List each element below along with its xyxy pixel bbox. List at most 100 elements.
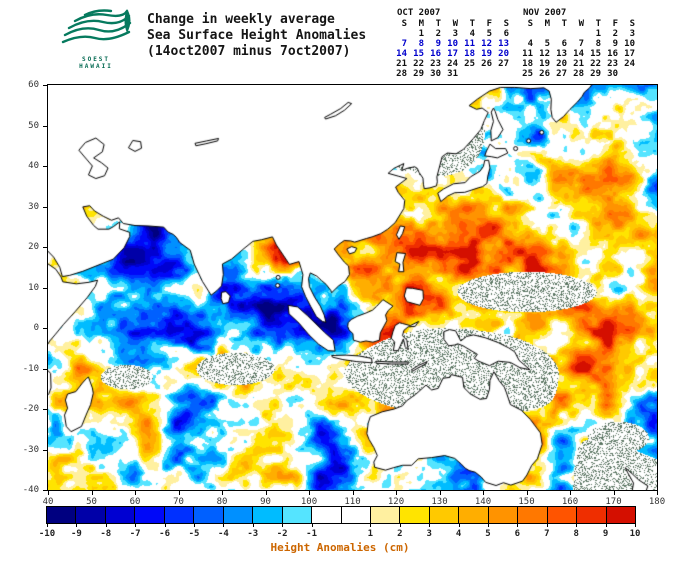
- calendar-week-row: 21 22 23 24 25 26 27: [393, 59, 512, 69]
- colorbar-tick: [605, 524, 607, 527]
- weekday-label: F: [612, 19, 618, 29]
- colorbar-segment: [193, 507, 223, 523]
- calendar-day: 8: [595, 39, 601, 49]
- y-tick-label: -30: [22, 444, 39, 455]
- calendar-day[interactable]: 11: [464, 39, 475, 49]
- weekday-label: W: [578, 19, 584, 29]
- calendar-day: 26: [539, 69, 550, 79]
- x-tick: [178, 491, 180, 495]
- x-tick-label: 150: [518, 497, 535, 507]
- calendar-day: 3: [629, 29, 635, 39]
- calendar-week-row: 14 15 16 17 18 19 20: [393, 49, 512, 59]
- calendar-day: 24: [624, 59, 635, 69]
- calendar-day[interactable]: 7: [401, 39, 407, 49]
- weekday-label: T: [561, 19, 567, 29]
- calendar-day: 12: [539, 49, 550, 59]
- calendar-day[interactable]: 8: [418, 39, 424, 49]
- colorbar-tick-label: 2: [397, 529, 403, 539]
- calendar-day[interactable]: 17: [447, 49, 458, 59]
- calendar-day[interactable]: 15: [413, 49, 424, 59]
- colorbar-segment: [281, 507, 312, 523]
- y-tick-label: 60: [28, 80, 39, 90]
- x-tick-label: 80: [216, 497, 228, 507]
- colorbar-tick-label: -5: [188, 529, 200, 539]
- y-tick: [43, 368, 47, 370]
- calendar-day: [393, 29, 410, 39]
- x-tick-label: 50: [86, 497, 97, 507]
- colorbar-tick: [194, 524, 195, 527]
- colorbar-segment: [428, 507, 459, 523]
- x-tick: [439, 491, 441, 495]
- colorbar-tick: [635, 524, 636, 527]
- calendar-day: 25: [464, 59, 475, 69]
- calendar-day: 29: [590, 69, 601, 79]
- map-plot-frame: [47, 84, 658, 491]
- calendar-day: 7: [578, 39, 584, 49]
- calendar-day[interactable]: 9: [435, 39, 441, 49]
- colorbar-tick: [311, 524, 313, 527]
- calendar-day: 5: [544, 39, 550, 49]
- y-tick: [43, 287, 47, 289]
- calendar-day: 18: [522, 59, 533, 69]
- colorbar-tick-label: 1: [367, 529, 374, 539]
- colorbar-tick-label: -7: [129, 529, 141, 539]
- colorbar-segment: [75, 507, 105, 523]
- calendar-day: [570, 29, 587, 39]
- colorbar-segment: [252, 507, 282, 523]
- y-tick: [43, 328, 47, 329]
- calendar-day[interactable]: 18: [464, 49, 475, 59]
- colorbar-tick: [282, 524, 284, 527]
- calendar-day: 24: [447, 59, 458, 69]
- title-line-2: Sea Surface Height Anomalies: [147, 28, 367, 43]
- calendar-week-row: 1 2 3 4 5 6: [393, 29, 512, 39]
- calendar-day: 17: [624, 49, 635, 59]
- calendar-day[interactable]: 20: [498, 49, 509, 59]
- x-tick-label: 70: [173, 497, 184, 507]
- calendar-day: 15: [590, 49, 601, 59]
- x-tick: [526, 491, 528, 495]
- calendar-day[interactable]: 19: [481, 49, 492, 59]
- colorbar-segment: [222, 507, 253, 523]
- calendar-day: 22: [590, 59, 601, 69]
- colorbar-tick-label: 8: [573, 529, 579, 539]
- colorbar-tick: [135, 524, 137, 527]
- colorbar-tick-label: -6: [159, 529, 171, 539]
- colorbar-segment: [546, 507, 577, 523]
- y-tick-label: 0: [33, 323, 39, 333]
- colorbar-tick-label: -4: [217, 529, 229, 539]
- calendar-day: 4: [469, 29, 475, 39]
- x-tick: [135, 491, 136, 495]
- colorbar-tick: [546, 524, 548, 527]
- ssh-anomaly-map: [48, 85, 657, 490]
- calendar-day: [478, 69, 495, 79]
- calendar-day[interactable]: 16: [430, 49, 441, 59]
- calendar-day: 9: [612, 39, 618, 49]
- calendar-day[interactable]: 10: [447, 39, 458, 49]
- calendar-day[interactable]: 13: [498, 39, 509, 49]
- x-tick: [91, 491, 93, 495]
- calendar-day: 27: [498, 59, 509, 69]
- calendar-day: 1: [418, 29, 424, 39]
- calendar-day: 11: [522, 49, 533, 59]
- x-tick-label: 40: [42, 497, 54, 507]
- colorbar-tick: [458, 524, 460, 527]
- figure-title: Change in weekly average Sea Surface Hei…: [147, 12, 366, 60]
- calendar-week-row: 7 8 9 10 11 12 13: [393, 39, 512, 49]
- y-tick: [43, 206, 47, 208]
- weekday-label: T: [595, 19, 601, 29]
- x-tick-label: 130: [431, 497, 448, 507]
- calendar-week-row: 25 26 27 28 29 30: [519, 69, 638, 79]
- calendar-title: OCT 2007: [397, 8, 441, 18]
- colorbar-tick: [164, 524, 166, 527]
- calendar-day: 30: [607, 69, 618, 79]
- colorbar-tick-label: 9: [602, 529, 609, 539]
- colorbar-tick: [399, 524, 401, 527]
- colorbar-segment: [134, 507, 164, 523]
- x-tick-label: 100: [300, 497, 318, 507]
- colorbar-tick: [370, 524, 372, 527]
- y-tick-label: 20: [28, 242, 39, 252]
- calendar-day[interactable]: 12: [481, 39, 492, 49]
- calendar-day[interactable]: 14: [396, 49, 407, 59]
